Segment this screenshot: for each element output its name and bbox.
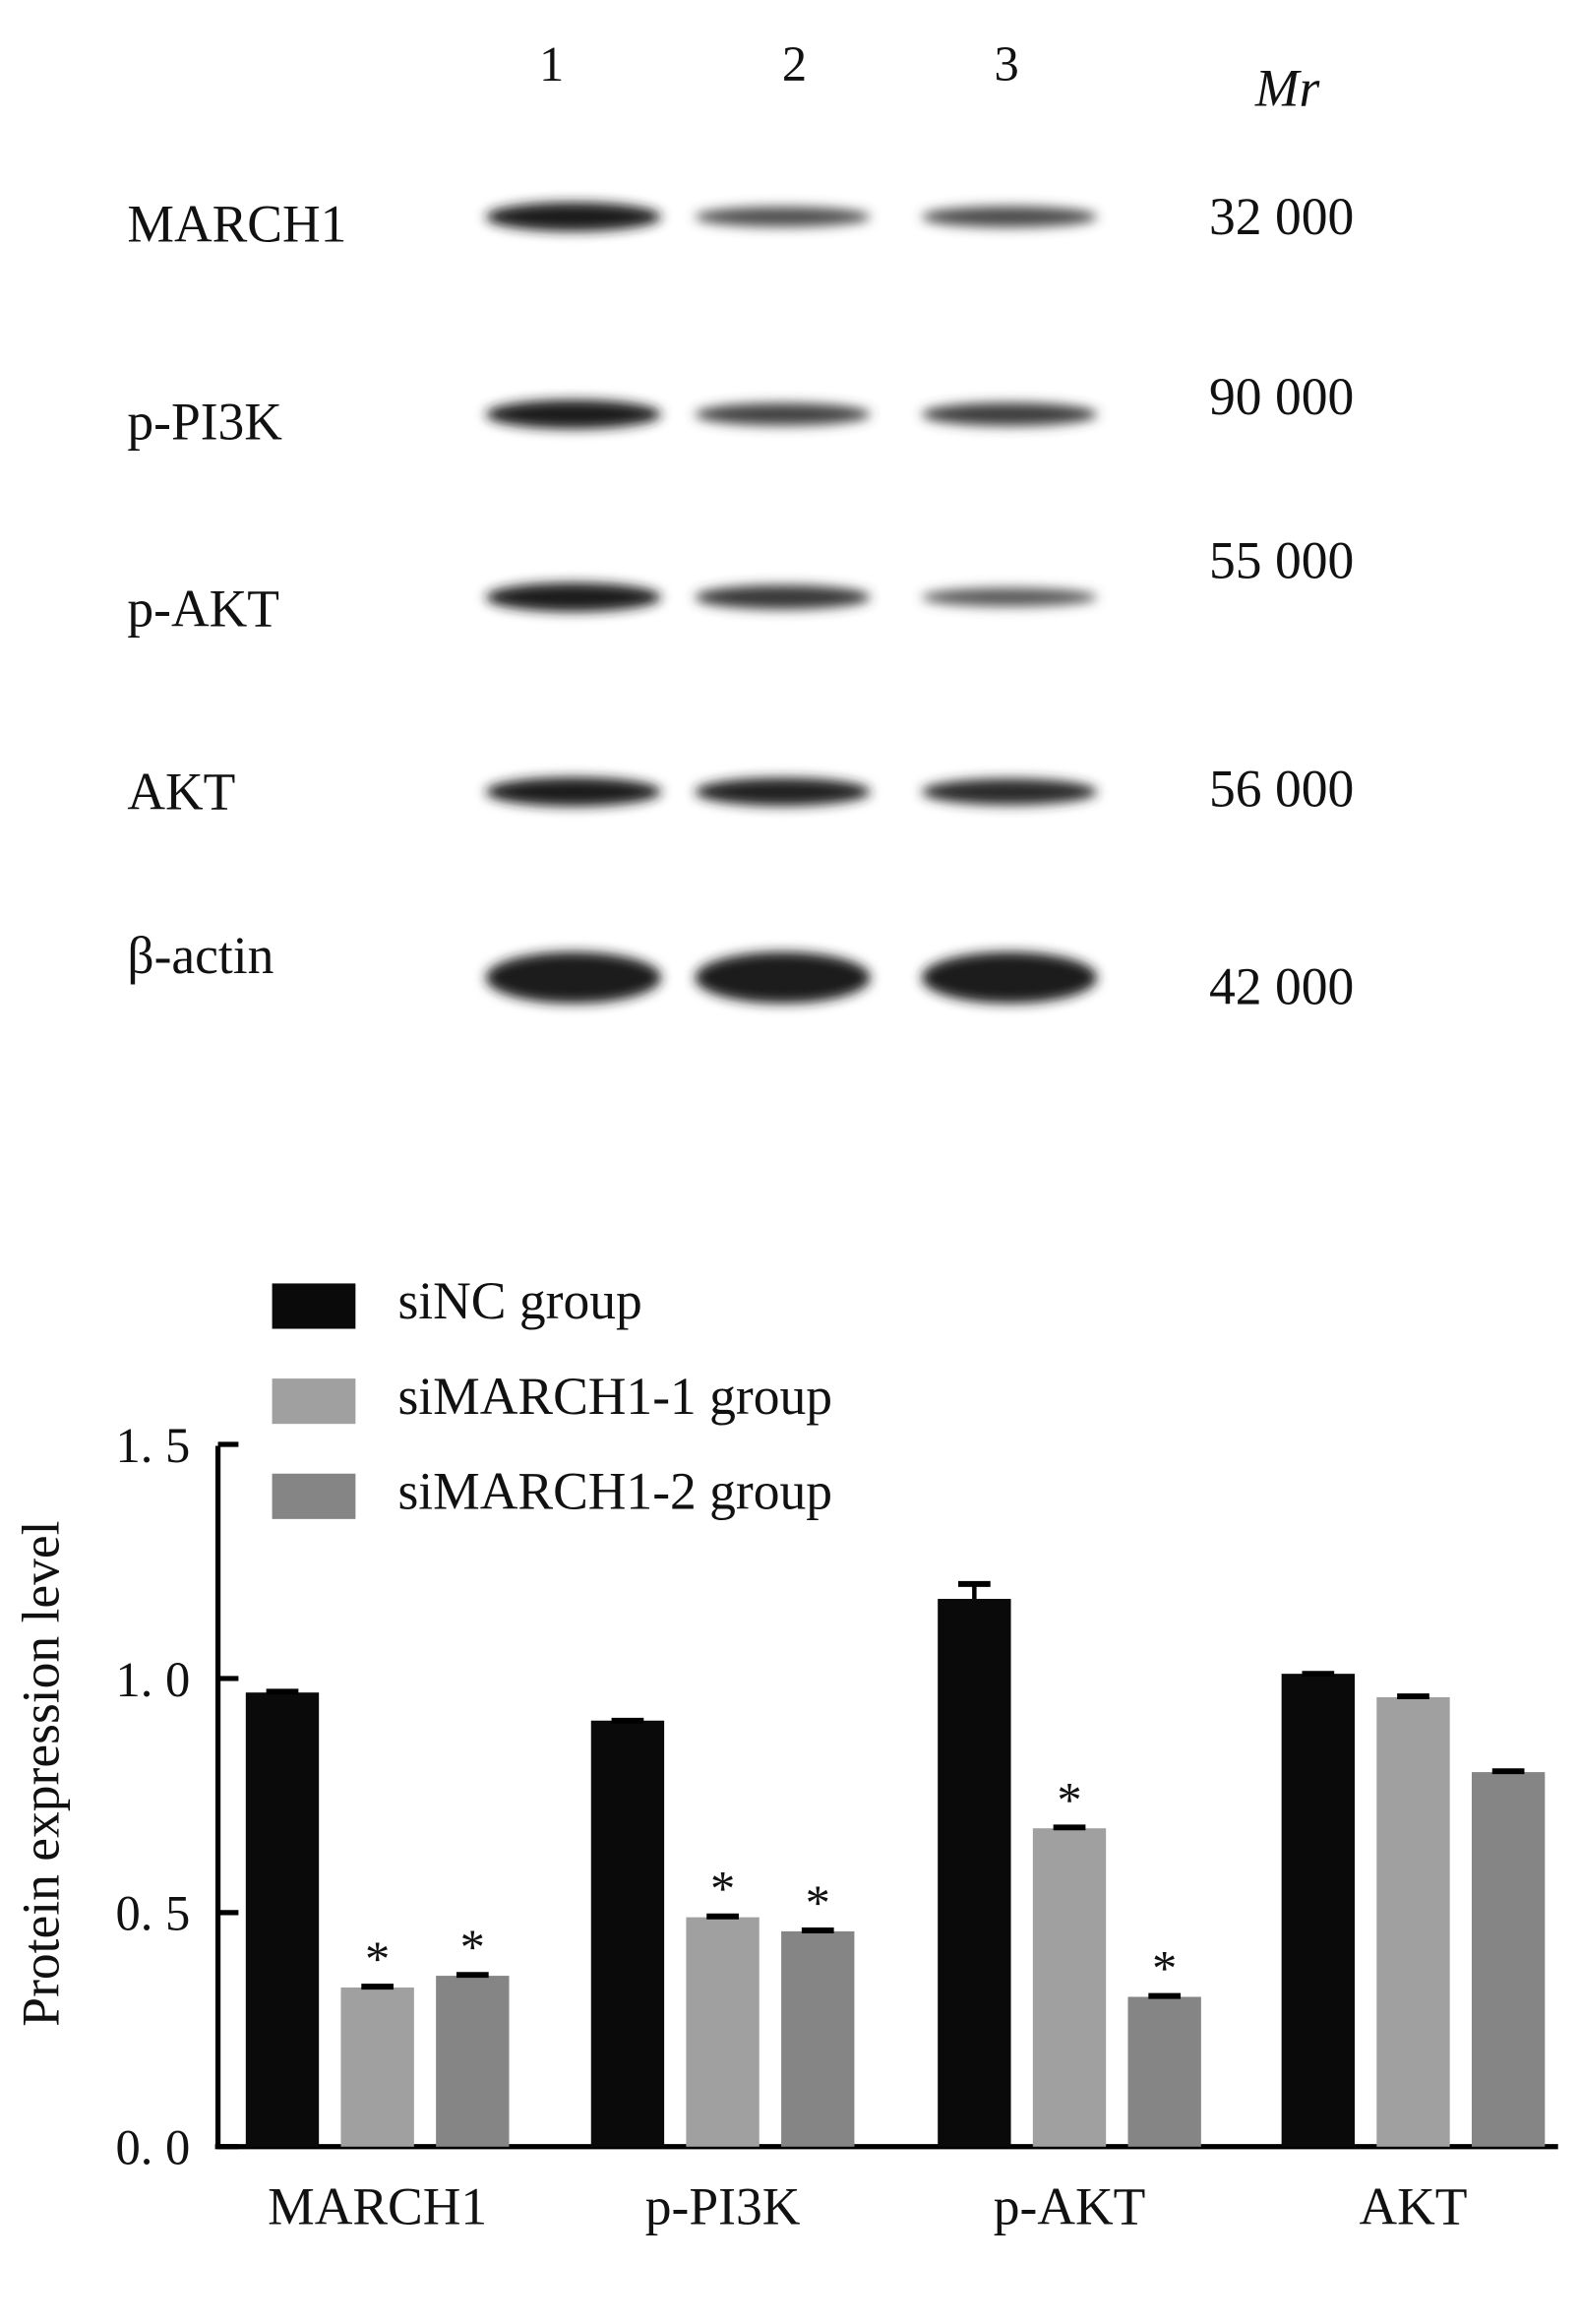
blot-row: AKT 56 000 — [127, 760, 1354, 822]
legend-label: siNC group — [397, 1271, 641, 1330]
y-tick-label: 0. 5 — [115, 1886, 190, 1941]
legend-item: siMARCH1-2 group — [272, 1461, 832, 1520]
y-tick-label: 0. 0 — [115, 2120, 190, 2175]
significance-marker: * — [460, 1920, 485, 1975]
legend-swatch — [272, 1283, 356, 1329]
legend: siNC group siMARCH1-1 group siMARCH1-2 gro… — [272, 1271, 832, 1520]
mr-value: 90 000 — [1209, 367, 1354, 426]
bar — [1471, 1772, 1546, 2147]
x-tick-label: AKT — [1359, 2177, 1467, 2236]
mr-value: 55 000 — [1209, 531, 1354, 590]
mr-value: 32 000 — [1209, 187, 1354, 246]
blot-band — [921, 587, 1098, 607]
bar — [245, 1692, 320, 2147]
x-tick-label: p-PI3K — [645, 2177, 801, 2236]
legend-swatch — [272, 1473, 356, 1519]
legend-item: siMARCH1-1 group — [272, 1367, 832, 1426]
significance-marker: * — [1152, 1941, 1177, 1996]
protein-label: p-PI3K — [127, 392, 282, 451]
bar — [1376, 1696, 1450, 2147]
bar — [340, 1987, 414, 2147]
bar — [436, 1976, 510, 2147]
y-tick-label: 1. 0 — [115, 1652, 190, 1707]
blot-band — [485, 777, 662, 807]
bar — [938, 1599, 1011, 2147]
western-blot-panel: 1 2 3 Mr MARCH1 32 000 p-PI3K 90 000 p-AKT 55… — [127, 36, 1354, 1015]
legend-swatch — [272, 1378, 356, 1425]
bar — [1281, 1674, 1355, 2147]
bar — [686, 1917, 760, 2147]
blot-band — [485, 951, 662, 1004]
blot-band — [485, 202, 662, 232]
lane-label: 2 — [782, 36, 807, 92]
blot-band — [921, 402, 1098, 427]
bar — [1032, 1828, 1107, 2147]
significance-marker: * — [806, 1875, 830, 1930]
blot-row: p-AKT 55 000 — [127, 531, 1354, 639]
significance-marker: * — [1057, 1772, 1081, 1827]
x-tick-label: p-AKT — [994, 2177, 1146, 2236]
blot-band — [921, 206, 1098, 228]
legend-item: siNC group — [272, 1271, 642, 1330]
protein-label: β-actin — [127, 926, 273, 985]
significance-marker: * — [710, 1862, 735, 1917]
blot-band — [695, 402, 871, 426]
blot-band — [485, 399, 662, 429]
bar — [781, 1930, 855, 2147]
blot-band — [695, 777, 871, 807]
mr-value: 42 000 — [1209, 956, 1354, 1015]
y-axis-label: Protein expression level — [11, 1520, 70, 2026]
blot-row: p-PI3K 90 000 — [127, 367, 1354, 451]
lane-label: 3 — [994, 36, 1018, 92]
x-tick-label: MARCH1 — [268, 2177, 487, 2236]
protein-label: p-AKT — [127, 580, 279, 639]
lane-label: 1 — [539, 36, 564, 92]
protein-label: MARCH1 — [127, 195, 346, 254]
blot-band — [921, 951, 1098, 1004]
blot-band — [921, 778, 1098, 806]
bar — [590, 1720, 665, 2147]
blot-row: MARCH1 32 000 — [127, 187, 1354, 253]
blot-band — [695, 951, 871, 1004]
protein-label: AKT — [127, 763, 235, 822]
legend-label: siMARCH1-1 group — [397, 1367, 832, 1426]
blot-band — [485, 582, 662, 612]
blot-band — [695, 584, 871, 610]
mr-value: 56 000 — [1209, 760, 1354, 819]
mr-header: Mr — [1254, 58, 1320, 117]
y-tick-label: 1. 5 — [115, 1418, 190, 1473]
significance-marker: * — [365, 1931, 390, 1987]
bar — [1127, 1996, 1201, 2147]
legend-label: siMARCH1-2 group — [397, 1461, 832, 1520]
bar-chart: siNC group siMARCH1-1 group siMARCH1-2 gro… — [11, 1271, 1558, 2236]
blot-band — [695, 207, 871, 227]
blot-row: β-actin 42 000 — [127, 926, 1354, 1015]
